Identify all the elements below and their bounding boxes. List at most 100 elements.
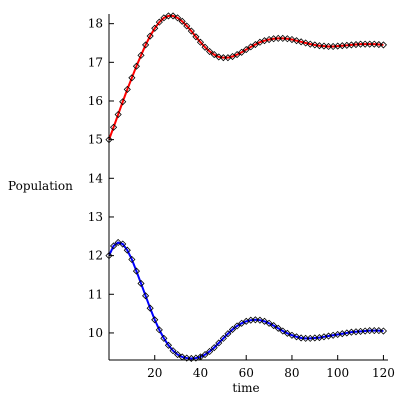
data-point	[132, 267, 141, 275]
data-point	[160, 334, 168, 342]
data-point	[215, 53, 223, 61]
data-point	[206, 47, 214, 56]
data-point	[114, 238, 122, 247]
data-point	[132, 62, 141, 70]
x-axis-label: time	[232, 381, 259, 395]
data-point	[297, 334, 305, 342]
data-point	[292, 37, 301, 45]
data-point	[169, 347, 177, 355]
data-point	[288, 331, 296, 339]
data-point	[187, 27, 195, 35]
data-point	[283, 35, 291, 43]
data-point	[128, 74, 136, 82]
data-point	[110, 123, 118, 131]
data-point	[324, 42, 333, 51]
data-point	[274, 324, 282, 332]
data-point	[169, 12, 177, 20]
data-point	[311, 41, 319, 49]
data-point	[251, 40, 259, 49]
data-point	[123, 85, 131, 93]
data-point	[174, 14, 182, 22]
data-point	[265, 319, 273, 327]
data-point	[288, 35, 296, 44]
data-point	[201, 351, 209, 359]
data-point	[366, 40, 374, 48]
series-layer	[105, 12, 387, 363]
data-point	[192, 33, 200, 41]
y-tick-label: 14	[88, 171, 104, 185]
x-tick-label: 120	[372, 366, 395, 380]
data-point	[361, 40, 369, 48]
data-point	[201, 43, 209, 51]
series-line	[108, 241, 384, 360]
x-tick-label: 40	[193, 366, 208, 380]
data-point	[356, 40, 365, 48]
data-point	[233, 51, 241, 59]
data-point	[164, 12, 173, 20]
series-1	[105, 12, 387, 144]
y-axis-label: Population	[8, 179, 73, 193]
data-point	[119, 240, 127, 248]
data-point	[215, 339, 223, 347]
data-point	[155, 18, 163, 26]
x-tick-label: 20	[147, 366, 162, 380]
data-point	[302, 334, 310, 342]
data-point	[164, 341, 173, 349]
series-2	[105, 238, 387, 363]
data-point	[151, 316, 159, 324]
data-point	[178, 17, 186, 25]
data-point	[146, 32, 154, 40]
data-point	[238, 48, 246, 56]
x-tick-label: 100	[326, 366, 349, 380]
data-point	[292, 333, 301, 341]
data-point	[128, 255, 136, 264]
data-point	[142, 292, 150, 300]
data-point	[283, 329, 291, 337]
data-point	[366, 327, 374, 335]
y-tick-label: 16	[88, 94, 103, 108]
y-tick-label: 12	[88, 249, 103, 263]
data-point	[320, 42, 328, 50]
data-point	[379, 327, 387, 335]
data-point	[260, 317, 269, 325]
data-point	[228, 325, 237, 334]
series-line	[108, 14, 384, 140]
data-point	[210, 51, 218, 59]
data-point	[279, 327, 287, 335]
data-point	[219, 334, 227, 342]
data-point	[137, 279, 145, 288]
data-point	[270, 322, 278, 330]
data-point	[196, 38, 205, 46]
data-point	[274, 34, 282, 42]
data-point	[174, 351, 182, 359]
x-tick-label: 60	[239, 366, 254, 380]
data-point	[183, 22, 191, 30]
y-tick-label: 17	[88, 55, 103, 69]
y-tick-label: 15	[88, 133, 103, 147]
data-point	[375, 327, 383, 335]
data-point	[379, 41, 387, 49]
data-point	[247, 43, 255, 51]
data-point	[183, 354, 191, 362]
data-point	[233, 322, 241, 330]
y-tick-label: 13	[88, 210, 103, 224]
data-point	[114, 110, 122, 119]
data-point	[151, 24, 159, 32]
data-point	[137, 51, 145, 59]
data-point	[224, 330, 232, 338]
data-point	[119, 98, 127, 106]
data-point	[142, 41, 150, 49]
data-point	[206, 347, 214, 356]
data-point	[279, 34, 287, 42]
data-point	[306, 40, 314, 48]
data-point	[256, 316, 264, 324]
data-point	[302, 39, 310, 47]
ticks-layer: 10 11 12 13 14 15 16 17 18 20 40 60 80 100 120	[88, 17, 395, 380]
data-point	[297, 38, 305, 46]
x-tick-label: 80	[284, 366, 299, 380]
y-tick-label: 11	[88, 287, 103, 301]
data-point	[315, 42, 323, 50]
data-point	[123, 246, 131, 254]
y-tick-label: 18	[88, 17, 103, 31]
